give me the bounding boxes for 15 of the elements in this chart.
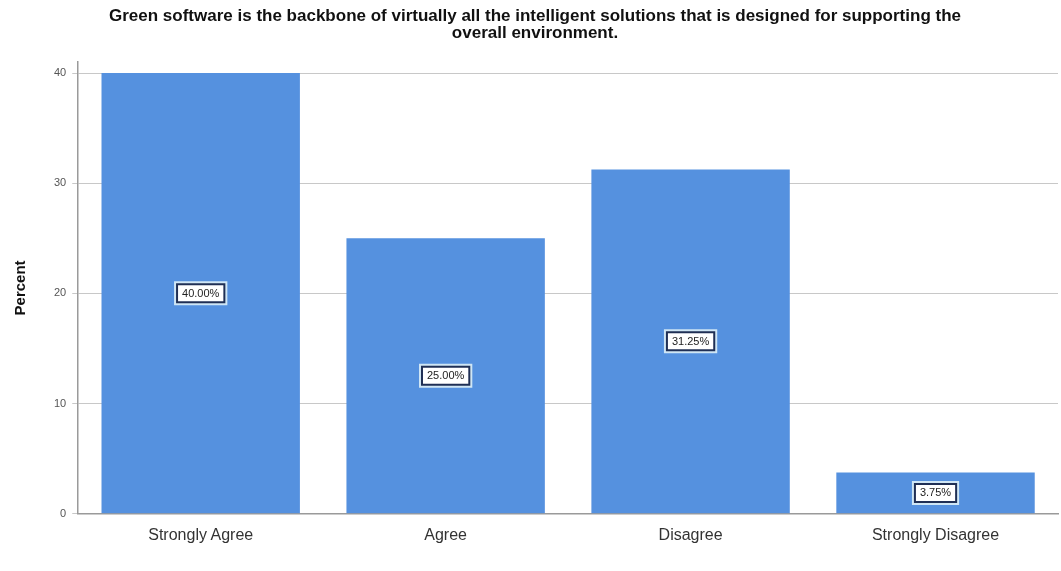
data-label: 40.00%: [182, 286, 220, 299]
y-tick-label: 30: [53, 176, 67, 189]
data-label: 3.75%: [919, 486, 952, 499]
x-tick-label: Strongly Agree: [148, 525, 254, 543]
data-label: 31.25%: [671, 334, 710, 347]
x-tick-label: Disagree: [658, 525, 723, 543]
y-tick-label: 20: [53, 286, 67, 299]
y-axis-title: Percent: [11, 260, 29, 316]
x-tick-label: Agree: [424, 525, 468, 543]
chart-title: Green software is the backbone of virtually all the intelligent solutions that is designed for supporting the overall environment.: [108, 6, 962, 43]
y-tick-label: 10: [53, 396, 67, 409]
y-tick-label: 0: [60, 506, 67, 519]
y-tick-label: 40: [53, 66, 67, 79]
data-label: 25.00%: [426, 369, 465, 382]
x-tick-label: Strongly Disagree: [871, 525, 1000, 543]
